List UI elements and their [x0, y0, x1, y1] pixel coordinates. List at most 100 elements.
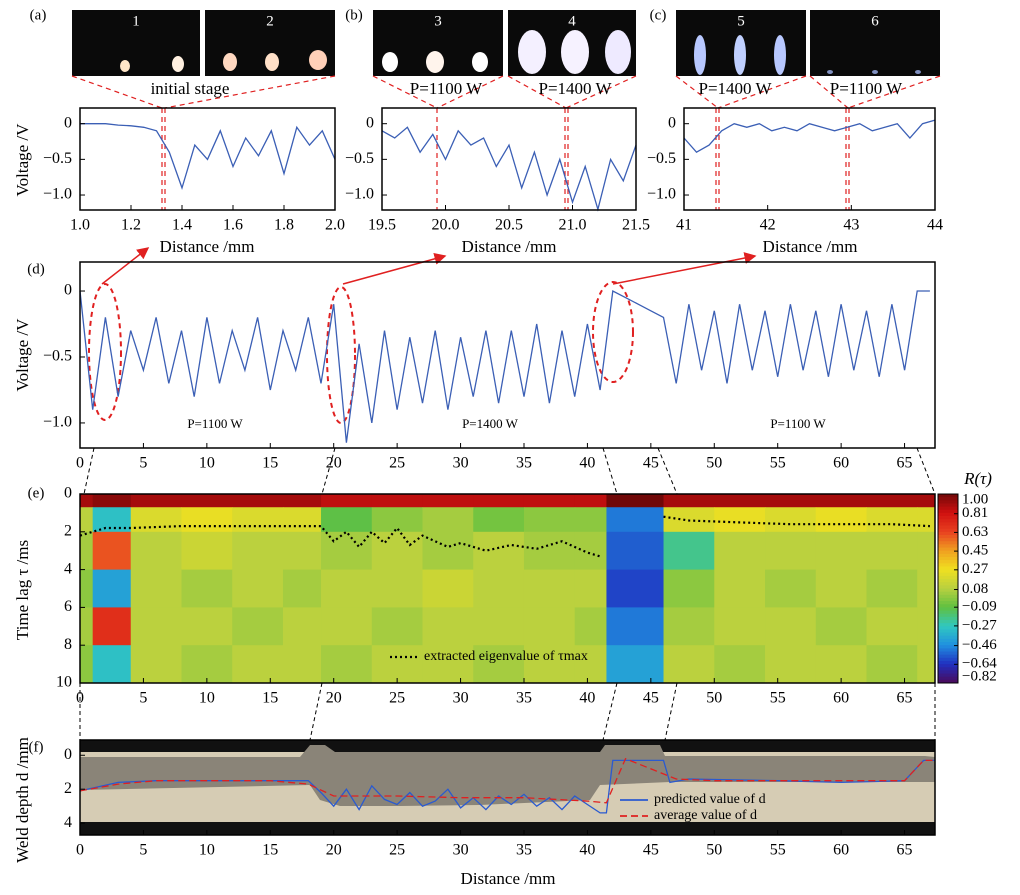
heatmap-cell: [232, 645, 284, 684]
heatmap-cell: [321, 607, 373, 646]
colorbar-swatch: [938, 629, 958, 634]
heatmap-cell: [523, 569, 576, 608]
heatmap-cell: [765, 607, 817, 646]
heatmap-cell: [181, 607, 233, 646]
heatmap-cell: [663, 607, 715, 646]
image-label: 6: [871, 13, 879, 29]
heatmap-cell: [92, 531, 132, 571]
colorbar-swatch: [938, 591, 958, 596]
heatmap-cell: [232, 569, 284, 608]
plot-frame: [381, 107, 637, 211]
y-tick-label: −1.0: [345, 186, 374, 203]
heatmap-cell: [282, 569, 322, 608]
image-caption: P=1100 W: [830, 79, 903, 98]
heatmap-cell: [422, 607, 474, 646]
legend-label: average value of d: [654, 808, 757, 823]
image-label: 1: [132, 13, 140, 29]
heatmap-cell: [714, 494, 766, 508]
heatmap-cell: [765, 569, 817, 608]
annotation: P=1100 W: [187, 416, 243, 431]
y-tick-label: 0: [64, 746, 72, 763]
x-tick-label: 65: [897, 455, 913, 472]
heatmap-cell: [917, 569, 936, 608]
heatmap-cell: [574, 645, 607, 684]
panel-label: (c): [650, 7, 667, 23]
heatmap-cell: [232, 494, 284, 508]
panel-label: (d): [27, 261, 45, 277]
x-axis-title: Distance /mm: [763, 237, 858, 256]
colorbar-title: R(τ): [963, 469, 992, 488]
colorbar-tick-label: 0.81: [962, 505, 988, 521]
heatmap-cell: [232, 531, 284, 571]
heatmap-cell: [714, 531, 766, 571]
heatmap-cell: [815, 607, 867, 646]
data-line: [80, 123, 336, 190]
heatmap-cell: [815, 531, 867, 571]
heatmap-cell: [606, 494, 665, 508]
image-label: 3: [434, 13, 442, 29]
legend-label: predicted value of d: [654, 792, 766, 807]
heatmap-cell: [574, 507, 607, 533]
heatmap-cell: [371, 645, 424, 684]
heatmap-cell: [321, 569, 373, 608]
heatmap-cell: [523, 531, 576, 571]
colorbar-swatch: [938, 503, 958, 508]
heatmap-cell: [473, 569, 525, 608]
colorbar-swatch: [938, 528, 958, 533]
colorbar-swatch: [938, 676, 958, 681]
heatmap-cell: [130, 531, 182, 571]
heatmap-cell: [232, 507, 284, 533]
heatmap-cell: [92, 645, 132, 684]
colorbar-swatch: [938, 541, 958, 545]
x-tick-label: 40: [579, 842, 595, 859]
data-line: [79, 759, 935, 814]
colorbar-swatch: [938, 566, 958, 571]
y-axis-title: Voltage /V: [13, 123, 32, 197]
heatmap-cell: [917, 507, 936, 533]
heatmap-cell: [92, 494, 132, 508]
colorbar-swatch: [938, 667, 958, 671]
heatmap-cell: [130, 494, 182, 508]
heatmap-cell: [523, 607, 576, 646]
image-caption: P=1400 W: [538, 79, 612, 98]
x-tick-label: 20.5: [495, 217, 523, 234]
heatmap-cell: [917, 494, 936, 508]
x-tick-label: 0: [76, 842, 84, 859]
heatmap-cell: [765, 494, 817, 508]
data-line: [79, 515, 930, 558]
heatmap-cell: [80, 607, 94, 646]
colorbar-swatch: [938, 534, 958, 539]
x-tick-label: 1.8: [274, 217, 294, 234]
x-tick-label: 35: [516, 455, 532, 472]
x-tick-label: 35: [516, 842, 532, 859]
x-tick-label: 10: [199, 455, 215, 472]
heatmap-cell: [714, 507, 766, 533]
plot-frame: [79, 261, 936, 449]
colorbar-swatch: [938, 597, 958, 602]
cross-section-image: [80, 740, 935, 835]
x-tick-label: 60: [833, 455, 849, 472]
x-tick-label: 0: [76, 455, 84, 472]
x-tick-label: 45: [643, 842, 659, 859]
heatmap-cell: [815, 494, 867, 508]
heatmap-cell: [422, 531, 474, 571]
colorbar-swatch: [938, 632, 958, 637]
colorbar-tick-label: 1.00: [962, 491, 988, 507]
y-tick-label: 8: [64, 636, 72, 653]
colorbar-swatch: [938, 616, 958, 621]
y-axis-title: Weld depth d /mm: [13, 737, 32, 863]
colorbar-swatch: [938, 635, 958, 640]
x-tick-label: 45: [643, 690, 659, 707]
heatmap-cell: [714, 569, 766, 608]
colorbar-swatch: [938, 679, 958, 684]
y-tick-label: 4: [64, 814, 72, 831]
heatmap-cell: [181, 494, 233, 508]
heatmap-cell: [282, 507, 322, 533]
heatmap-cell: [422, 569, 474, 608]
x-tick-label: 20: [326, 455, 342, 472]
colorbar-swatch: [938, 525, 958, 530]
heatmap-cell: [232, 607, 284, 646]
heatmap-cell: [92, 607, 132, 646]
x-tick-label: 50: [706, 690, 722, 707]
